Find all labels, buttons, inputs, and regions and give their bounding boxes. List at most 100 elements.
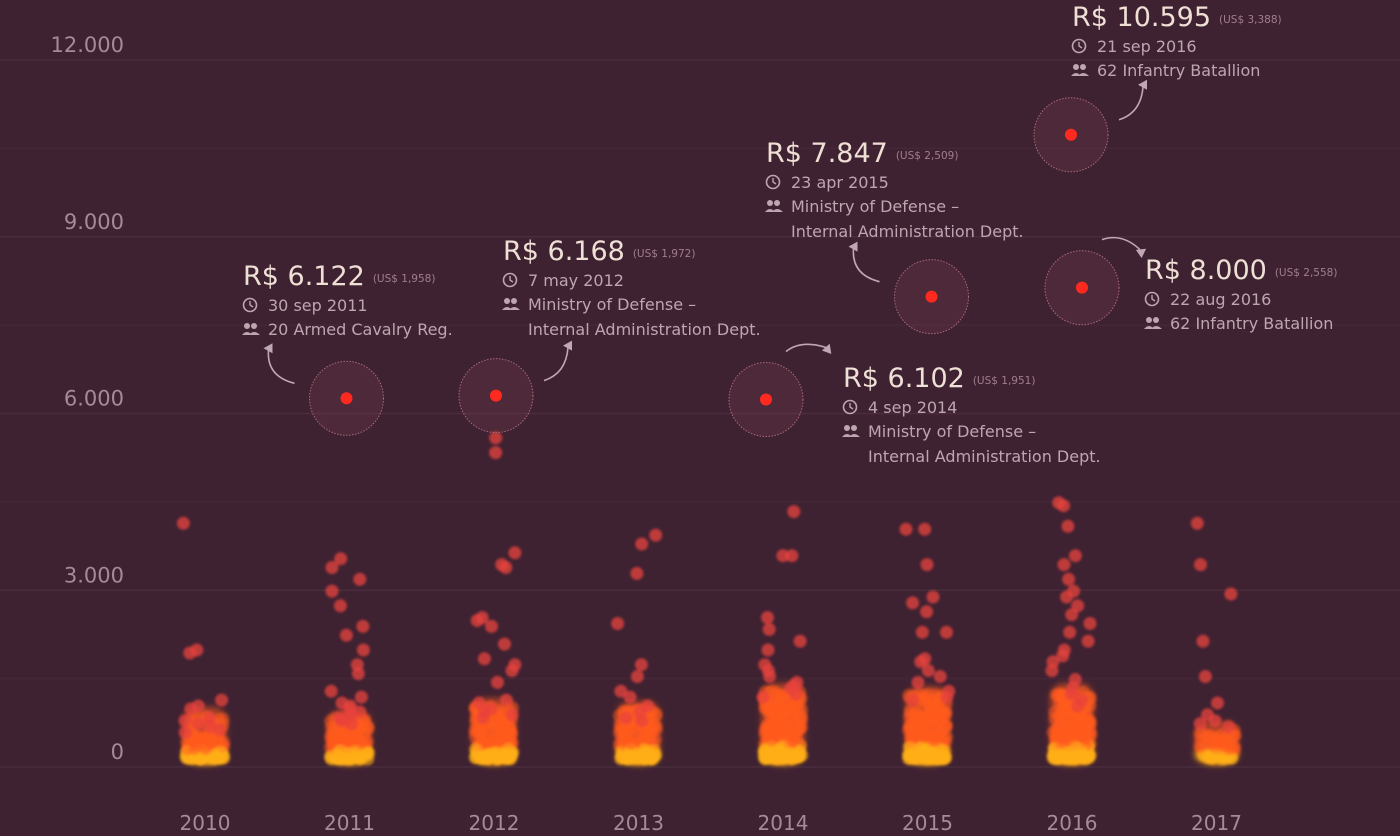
data-point [469,751,483,765]
annotation-amount: R$ 6.122 [243,261,365,292]
data-point [498,637,511,651]
scatter-points [176,431,1242,766]
x-tick-label: 2012 [469,811,520,835]
data-point [495,718,508,732]
data-point [915,625,929,639]
data-point [356,643,370,657]
data-point [499,693,513,707]
data-point [785,549,799,563]
data-point [758,746,772,760]
people-icon [842,425,860,437]
data-point [176,516,190,530]
data-point [761,611,774,625]
data-point [342,747,356,761]
clock-icon [765,174,781,190]
highlight-point[interactable] [340,392,353,405]
data-point [940,690,954,704]
data-point [1064,712,1078,726]
x-tick-label: 2013 [613,811,664,835]
data-point [1213,729,1227,743]
annotation-unit: Internal Administration Dept. [791,222,1024,241]
data-point [793,634,807,648]
data-point [623,690,637,704]
data-point [1061,519,1075,533]
data-point [918,522,932,536]
data-point [904,731,918,745]
highlight-point[interactable] [1076,281,1088,294]
arrowhead [1135,248,1147,259]
data-point [333,599,347,613]
data-point [339,628,353,642]
data-point [928,702,942,716]
annotation-amount: R$ 8.000 [1145,255,1267,286]
annotation-unit: Internal Administration Dept. [528,320,761,339]
data-point [776,549,790,563]
data-point [1211,696,1224,710]
data-point [630,566,644,580]
people-icon [1071,64,1089,76]
annotation-4: R$ 7.847 (US$ 2,509) 23 apr 2015 Ministry o… [765,138,1024,241]
people-icon [1144,317,1162,329]
data-point [624,722,638,736]
annotation-usd: (US$ 1,972) [633,248,696,260]
data-point [787,505,801,519]
data-point [505,664,519,678]
data-point [1081,634,1095,648]
data-point [477,652,491,666]
annotation-amount: R$ 10.595 [1072,2,1211,33]
data-point [330,750,344,764]
data-point [614,684,628,698]
annotation-unit: 20 Armed Cavalry Reg. [268,320,453,339]
annotation-date: 30 sep 2011 [268,296,368,315]
grid-layer [0,59,1400,768]
data-point [934,743,948,757]
data-point [331,725,345,739]
data-point [940,720,953,734]
data-point [1208,714,1222,728]
data-point [481,752,495,766]
y-tick-label: 12.000 [51,33,124,57]
data-point [1071,699,1085,713]
highlight-point[interactable] [760,393,772,406]
annotation-usd: (US$ 2,558) [1275,267,1338,279]
annotation-unit: Ministry of Defense – [528,295,696,314]
annotation-amount: R$ 6.102 [843,363,965,394]
x-tick-label: 2011 [324,811,375,835]
arrowhead [263,343,273,354]
data-point [933,670,947,683]
y-tick-label: 0 [111,740,124,764]
people-icon [242,323,260,335]
arrowhead [1138,79,1147,90]
data-point [1045,664,1059,678]
data-point [619,711,633,725]
data-point [489,431,503,445]
data-point [505,708,519,722]
highlight-point[interactable] [490,389,502,402]
data-point [920,605,934,619]
data-point [191,717,205,731]
data-point [756,690,770,704]
highlight-point[interactable] [1065,128,1077,141]
data-point [334,552,348,566]
data-point [491,675,504,689]
data-point [921,664,935,678]
highlight-point[interactable] [925,290,938,303]
data-point [914,655,928,669]
arrowhead [848,241,858,252]
annotation-unit: Internal Administration Dept. [868,447,1101,466]
annotation-amount: R$ 7.847 [766,138,888,169]
annotation-arrow [267,350,295,385]
annotation-date: 4 sep 2014 [868,398,957,417]
data-point [781,721,794,735]
data-point [635,714,649,728]
annotation-3: R$ 6.102 (US$ 1,951) 4 sep 2014 Ministry of… [842,363,1101,466]
data-point [499,561,513,574]
data-point [508,546,522,560]
annotation-arrow [1118,86,1144,121]
data-point [762,622,776,636]
data-point [638,751,652,765]
data-point [1064,687,1078,701]
data-point [903,720,916,734]
annotation-usd: (US$ 3,388) [1219,14,1282,26]
data-point [1053,749,1067,763]
